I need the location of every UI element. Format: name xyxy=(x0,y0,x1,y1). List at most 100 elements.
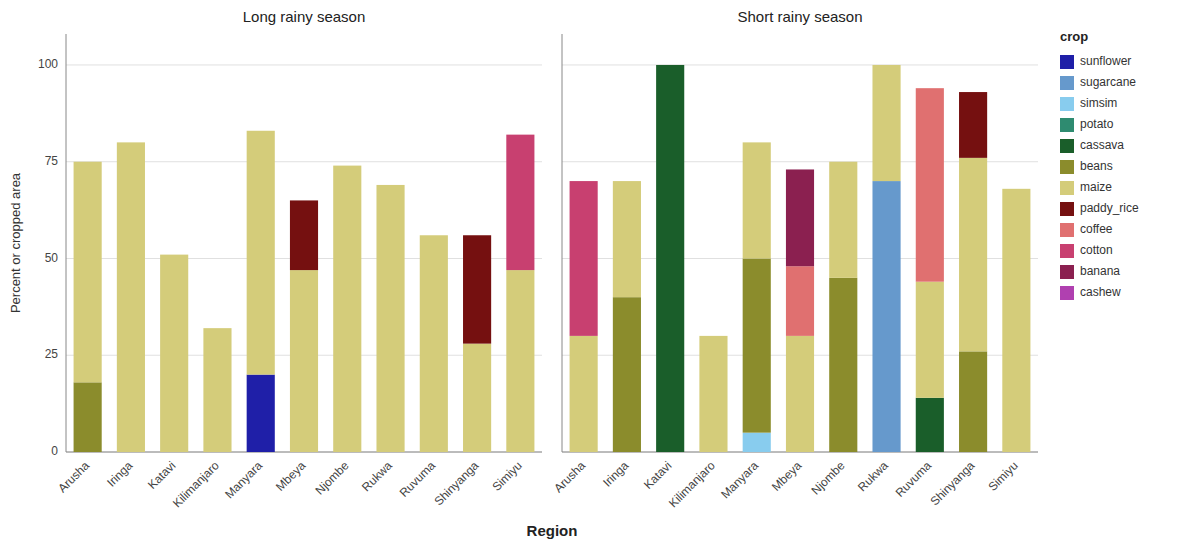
bar-segment xyxy=(160,255,188,452)
bar-segment xyxy=(743,258,771,432)
legend-swatch xyxy=(1060,76,1074,90)
bar-segment xyxy=(829,162,857,278)
y-tick-label: 75 xyxy=(45,154,59,168)
legend-swatch xyxy=(1060,202,1074,216)
bar-segment xyxy=(613,297,641,452)
legend-swatch xyxy=(1060,118,1074,132)
bar-segment xyxy=(786,336,814,452)
x-tick-label: Simiyu xyxy=(489,458,524,493)
legend-label: simsim xyxy=(1080,96,1117,110)
legend-swatch xyxy=(1060,265,1074,279)
panel: 0255075100ArushaIringaKataviKilimanjaroM… xyxy=(8,8,577,539)
bar-segment xyxy=(872,65,900,181)
x-tick-label: Ruvuma xyxy=(893,458,935,500)
bar-segment xyxy=(959,158,987,352)
legend-label: cassava xyxy=(1080,138,1124,152)
x-axis-label: Region xyxy=(527,522,578,539)
legend-label: potato xyxy=(1080,117,1114,131)
bar-segment xyxy=(959,92,987,158)
x-tick-label: Rukwa xyxy=(855,458,891,494)
legend-label: cotton xyxy=(1080,243,1113,257)
bars xyxy=(74,131,535,452)
legend-label: sugarcane xyxy=(1080,75,1136,89)
legend-label: maize xyxy=(1080,180,1112,194)
x-tick-label: Arusha xyxy=(55,458,92,495)
legend-swatch xyxy=(1060,244,1074,258)
bar-segment xyxy=(743,433,771,452)
bar-segment xyxy=(247,131,275,375)
legend-swatch xyxy=(1060,160,1074,174)
panel: ArushaIringaKataviKilimanjaroManyaraMbey… xyxy=(551,8,1038,510)
bar-segment xyxy=(506,135,534,270)
chart-svg: 0255075100ArushaIringaKataviKilimanjaroM… xyxy=(0,0,1200,546)
bar-segment xyxy=(290,270,318,452)
x-tick-label: Ruvuma xyxy=(397,458,439,500)
x-tick-label: Shinyanga xyxy=(431,458,481,508)
bar-segment xyxy=(117,142,145,452)
x-tick-label: Manyara xyxy=(222,458,265,501)
legend-label: paddy_rice xyxy=(1080,201,1139,215)
y-tick-label: 50 xyxy=(45,251,59,265)
x-tick-label: Shinyanga xyxy=(927,458,977,508)
bar-segment xyxy=(872,181,900,452)
legend-swatch xyxy=(1060,55,1074,69)
bar-segment xyxy=(570,336,598,452)
y-tick-label: 0 xyxy=(51,444,58,458)
bar-segment xyxy=(743,142,771,258)
bar-segment xyxy=(786,266,814,336)
y-tick-label: 100 xyxy=(38,57,58,71)
bar-segment xyxy=(786,169,814,266)
bar-segment xyxy=(203,328,231,452)
x-tick-label: Simiyu xyxy=(985,458,1020,493)
legend-label: beans xyxy=(1080,159,1113,173)
bar-segment xyxy=(420,235,448,452)
legend-swatch xyxy=(1060,181,1074,195)
x-tick-label: Iringa xyxy=(600,458,631,489)
bar-segment xyxy=(829,278,857,452)
x-tick-label: Kilimanjaro xyxy=(666,458,718,510)
chart-title: Short rainy season xyxy=(737,8,862,25)
bar-segment xyxy=(916,282,944,398)
grid-line xyxy=(562,64,1038,65)
bar-segment xyxy=(613,181,641,297)
bar-segment xyxy=(656,65,684,452)
legend-label: cashew xyxy=(1080,285,1121,299)
x-tick-label: Mbeya xyxy=(769,458,805,494)
x-tick-label: Njombe xyxy=(808,458,847,497)
bar-segment xyxy=(74,162,102,383)
y-axis-line xyxy=(562,34,563,452)
chart-title: Long rainy season xyxy=(243,8,366,25)
bar-segment xyxy=(333,166,361,452)
bar-segment xyxy=(247,375,275,452)
legend: cropsunflowersugarcanesimsimpotatocassav… xyxy=(1060,29,1139,300)
y-axis-label: Percent or cropped area xyxy=(8,172,23,313)
x-tick-label: Rukwa xyxy=(359,458,395,494)
legend-swatch xyxy=(1060,286,1074,300)
bar-segment xyxy=(916,88,944,282)
bar-segment xyxy=(916,398,944,452)
legend-label: banana xyxy=(1080,264,1120,278)
x-tick-label: Kilimanjaro xyxy=(170,458,222,510)
grid-line xyxy=(66,64,542,65)
bar-segment xyxy=(74,382,102,452)
bar-segment xyxy=(506,270,534,452)
chart-container: 0255075100ArushaIringaKataviKilimanjaroM… xyxy=(0,0,1200,546)
x-tick-label: Njombe xyxy=(312,458,351,497)
bar-segment xyxy=(376,185,404,452)
x-tick-label: Katavi xyxy=(145,458,178,491)
x-tick-label: Mbeya xyxy=(273,458,309,494)
bar-segment xyxy=(699,336,727,452)
legend-swatch xyxy=(1060,97,1074,111)
bar-segment xyxy=(959,351,987,452)
x-tick-label: Arusha xyxy=(551,458,588,495)
legend-swatch xyxy=(1060,139,1074,153)
legend-swatch xyxy=(1060,223,1074,237)
y-tick-label: 25 xyxy=(45,347,59,361)
bar-segment xyxy=(463,235,491,343)
legend-label: coffee xyxy=(1080,222,1113,236)
bar-segment xyxy=(570,181,598,336)
bars xyxy=(570,65,1031,452)
bar-segment xyxy=(1002,189,1030,452)
legend-label: sunflower xyxy=(1080,54,1131,68)
x-tick-label: Manyara xyxy=(718,458,761,501)
